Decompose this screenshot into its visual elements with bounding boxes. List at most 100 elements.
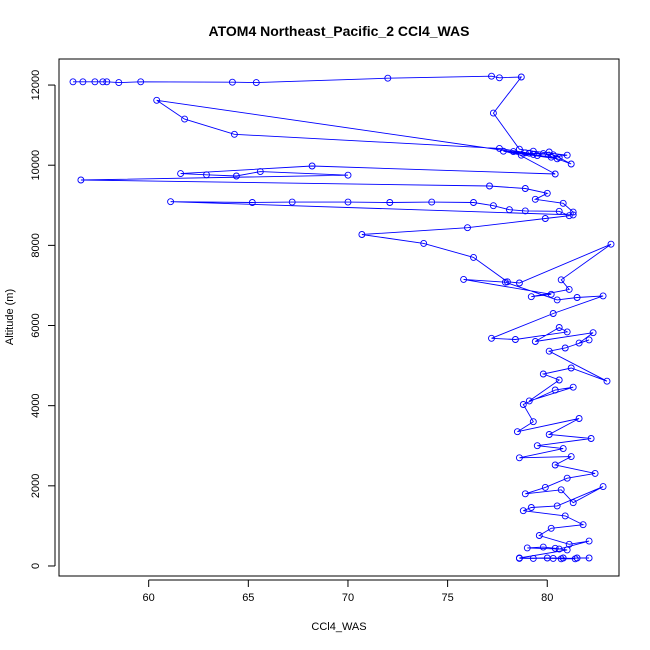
- data-point: [232, 172, 240, 180]
- data-point: [533, 152, 541, 160]
- data-point: [384, 74, 392, 82]
- data-point: [69, 78, 77, 86]
- data-point: [551, 544, 559, 552]
- data-point: [523, 544, 531, 552]
- x-tick-label: 80: [541, 592, 553, 604]
- data-point: [573, 294, 581, 301]
- data-point: [555, 545, 563, 553]
- data-point: [386, 199, 394, 206]
- data-point: [344, 171, 352, 179]
- data-point: [551, 386, 559, 394]
- x-tick-label: 60: [143, 592, 155, 604]
- data-point: [591, 469, 599, 477]
- data-point: [555, 376, 563, 384]
- data-point: [505, 206, 513, 214]
- data-point: [531, 195, 539, 203]
- chart-title: ATOM4 Northeast_Pacific_2 CCl4_WAS: [209, 23, 470, 39]
- data-point: [539, 370, 547, 378]
- data-point: [569, 499, 577, 507]
- data-series: [69, 72, 615, 563]
- data-point: [288, 198, 296, 206]
- data-point: [561, 512, 569, 520]
- y-tick-label: 2000: [30, 474, 42, 498]
- data-point: [358, 231, 366, 238]
- data-point: [545, 347, 553, 355]
- data-point: [559, 445, 567, 453]
- data-point: [555, 324, 563, 331]
- data-point: [547, 524, 555, 532]
- series-line: [73, 75, 612, 560]
- data-point: [579, 521, 587, 529]
- plot-frame: [58, 58, 620, 577]
- data-point: [553, 296, 561, 304]
- data-point: [557, 486, 565, 494]
- data-point: [256, 168, 264, 176]
- data-point: [470, 199, 477, 206]
- data-point: [559, 199, 567, 207]
- data-point: [543, 189, 551, 197]
- data-point: [553, 502, 561, 510]
- y-tick-label: 12000: [30, 70, 42, 101]
- data-point: [177, 170, 185, 178]
- data-point: [569, 208, 577, 216]
- data-point: [420, 239, 428, 247]
- x-tick-label: 65: [242, 592, 254, 604]
- data-point: [167, 198, 175, 206]
- data-point: [515, 454, 523, 462]
- x-tick-label: 75: [441, 592, 453, 604]
- data-point: [230, 130, 238, 138]
- x-axis-label: CCl4_WAS: [311, 621, 366, 633]
- data-point: [573, 554, 581, 562]
- data-point: [607, 240, 615, 248]
- data-point: [539, 543, 547, 551]
- data-point: [519, 507, 527, 515]
- data-point: [486, 182, 493, 190]
- data-point: [531, 338, 539, 345]
- data-point: [509, 148, 517, 156]
- y-axis-label: Altitude (m): [4, 289, 16, 345]
- data-point: [115, 79, 123, 87]
- data-point: [521, 207, 529, 215]
- y-tick-label: 0: [30, 563, 42, 569]
- data-point: [563, 546, 571, 554]
- data-point: [561, 344, 569, 352]
- data-point: [521, 490, 529, 498]
- data-point: [565, 212, 573, 220]
- data-point: [555, 154, 563, 162]
- data-point: [513, 428, 521, 436]
- data-point: [228, 78, 236, 86]
- data-point: [495, 74, 503, 82]
- data-point: [489, 109, 497, 117]
- data-point: [563, 328, 571, 336]
- data-point: [519, 401, 527, 408]
- y-tick-label: 4000: [30, 393, 42, 417]
- data-point: [527, 504, 535, 511]
- data-point: [153, 96, 161, 104]
- data-point: [545, 148, 553, 156]
- data-point: [511, 336, 519, 343]
- data-point: [248, 199, 256, 206]
- data-point: [543, 554, 551, 562]
- data-point: [137, 78, 145, 86]
- data-point: [567, 160, 575, 168]
- data-point: [551, 170, 559, 178]
- data-point: [203, 171, 210, 179]
- data-point: [541, 483, 549, 491]
- data-point: [499, 147, 507, 155]
- data-point: [555, 207, 563, 215]
- data-point: [529, 554, 537, 562]
- data-point: [489, 202, 497, 210]
- data-point: [599, 483, 607, 491]
- data-point: [529, 147, 537, 155]
- data-point: [587, 435, 595, 442]
- data-point: [470, 253, 477, 261]
- y-tick-label: 6000: [30, 313, 42, 337]
- data-point: [501, 278, 509, 286]
- data-point: [549, 310, 557, 317]
- data-point: [464, 224, 471, 232]
- data-point: [575, 415, 583, 422]
- data-point: [488, 72, 495, 80]
- data-point: [99, 78, 107, 86]
- data-point: [557, 276, 565, 284]
